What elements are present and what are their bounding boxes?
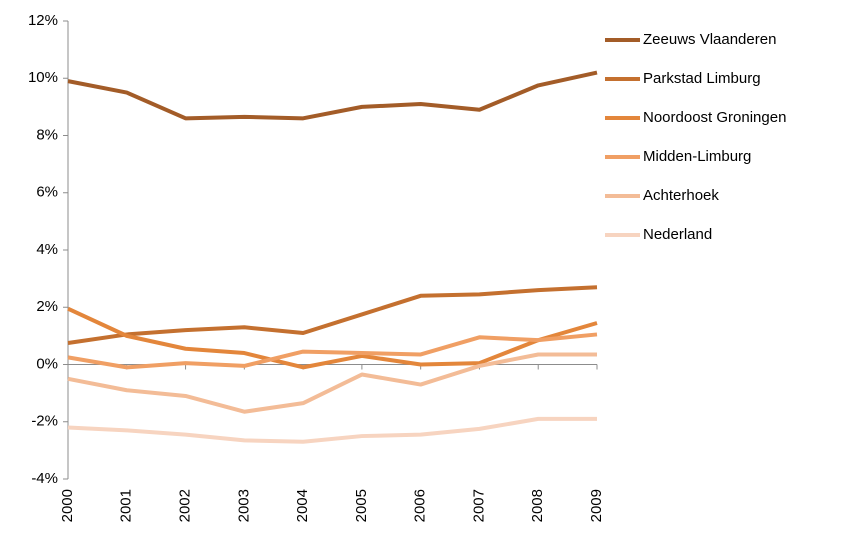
y-tick-label: 0% <box>36 355 58 372</box>
y-tick-label: 4% <box>36 241 58 258</box>
x-tick-label: 2002 <box>177 489 194 522</box>
y-tick-label: 8% <box>36 126 58 143</box>
legend-label: Achterhoek <box>643 187 719 204</box>
x-tick-label: 2009 <box>588 489 605 522</box>
y-tick-label: 6% <box>36 184 58 201</box>
x-tick-label: 2008 <box>529 489 546 522</box>
x-tick-label: 2006 <box>412 489 429 522</box>
y-tick-label: -4% <box>31 470 58 487</box>
x-tick-label: 2003 <box>235 489 252 522</box>
x-tick-label: 2007 <box>470 489 487 522</box>
line <box>67 352 597 414</box>
x-tick-label: 2001 <box>118 489 135 522</box>
y-tick-label: -2% <box>31 413 58 430</box>
y-tick-label: 2% <box>36 298 58 315</box>
legend-label: Noordoost Groningen <box>643 109 786 126</box>
x-tick-label: 2004 <box>294 489 311 522</box>
legend-label: Nederland <box>643 226 712 243</box>
x-tick-label: 2005 <box>353 489 370 522</box>
line <box>67 70 598 121</box>
y-tick-label: 10% <box>28 69 58 86</box>
line <box>67 416 597 444</box>
y-tick-label: 12% <box>28 12 58 29</box>
legend-label: Parkstad Limburg <box>643 70 761 87</box>
x-tick-label: 2000 <box>59 489 76 522</box>
legend-label: Zeeuws Vlaanderen <box>643 31 776 48</box>
line <box>67 332 598 370</box>
line <box>67 285 598 346</box>
line <box>67 306 598 370</box>
legend-label: Midden-Limburg <box>643 148 751 165</box>
